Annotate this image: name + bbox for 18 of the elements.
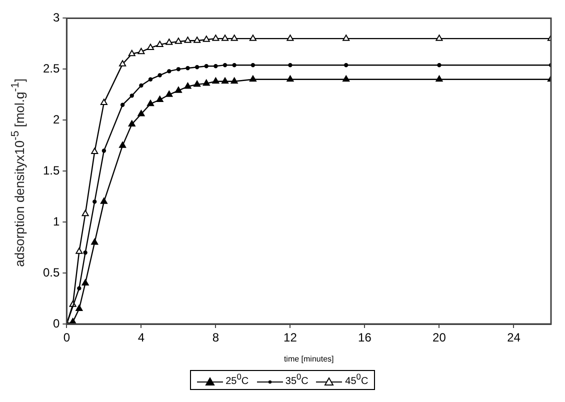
x-tick-label: 4	[138, 330, 145, 345]
x-axis-title: time [minutes]	[284, 354, 334, 364]
x-tick-label: 8	[212, 330, 220, 345]
y-tick-label: 0	[52, 316, 60, 330]
y-tick-label: 1	[52, 214, 60, 228]
y-tick-label: 2.5	[42, 61, 60, 76]
x-tick-label: 16	[358, 330, 372, 345]
y-tick-label: 3	[52, 10, 60, 25]
x-tick-label: 0	[63, 330, 70, 345]
x-tick-label: 24	[507, 330, 521, 345]
x-tick-label: 12	[284, 330, 298, 345]
legend-label: 25$^{0}$C	[226, 372, 249, 388]
y-tick-label: 2	[52, 112, 60, 126]
legend-label: 35$^{0}$C	[285, 372, 308, 388]
y-tick-label: 0.5	[42, 265, 60, 280]
legend-label: 45$^{0}$C	[345, 372, 368, 388]
x-tick-label: 20	[432, 330, 446, 345]
y-tick-label: 1.5	[42, 163, 60, 178]
